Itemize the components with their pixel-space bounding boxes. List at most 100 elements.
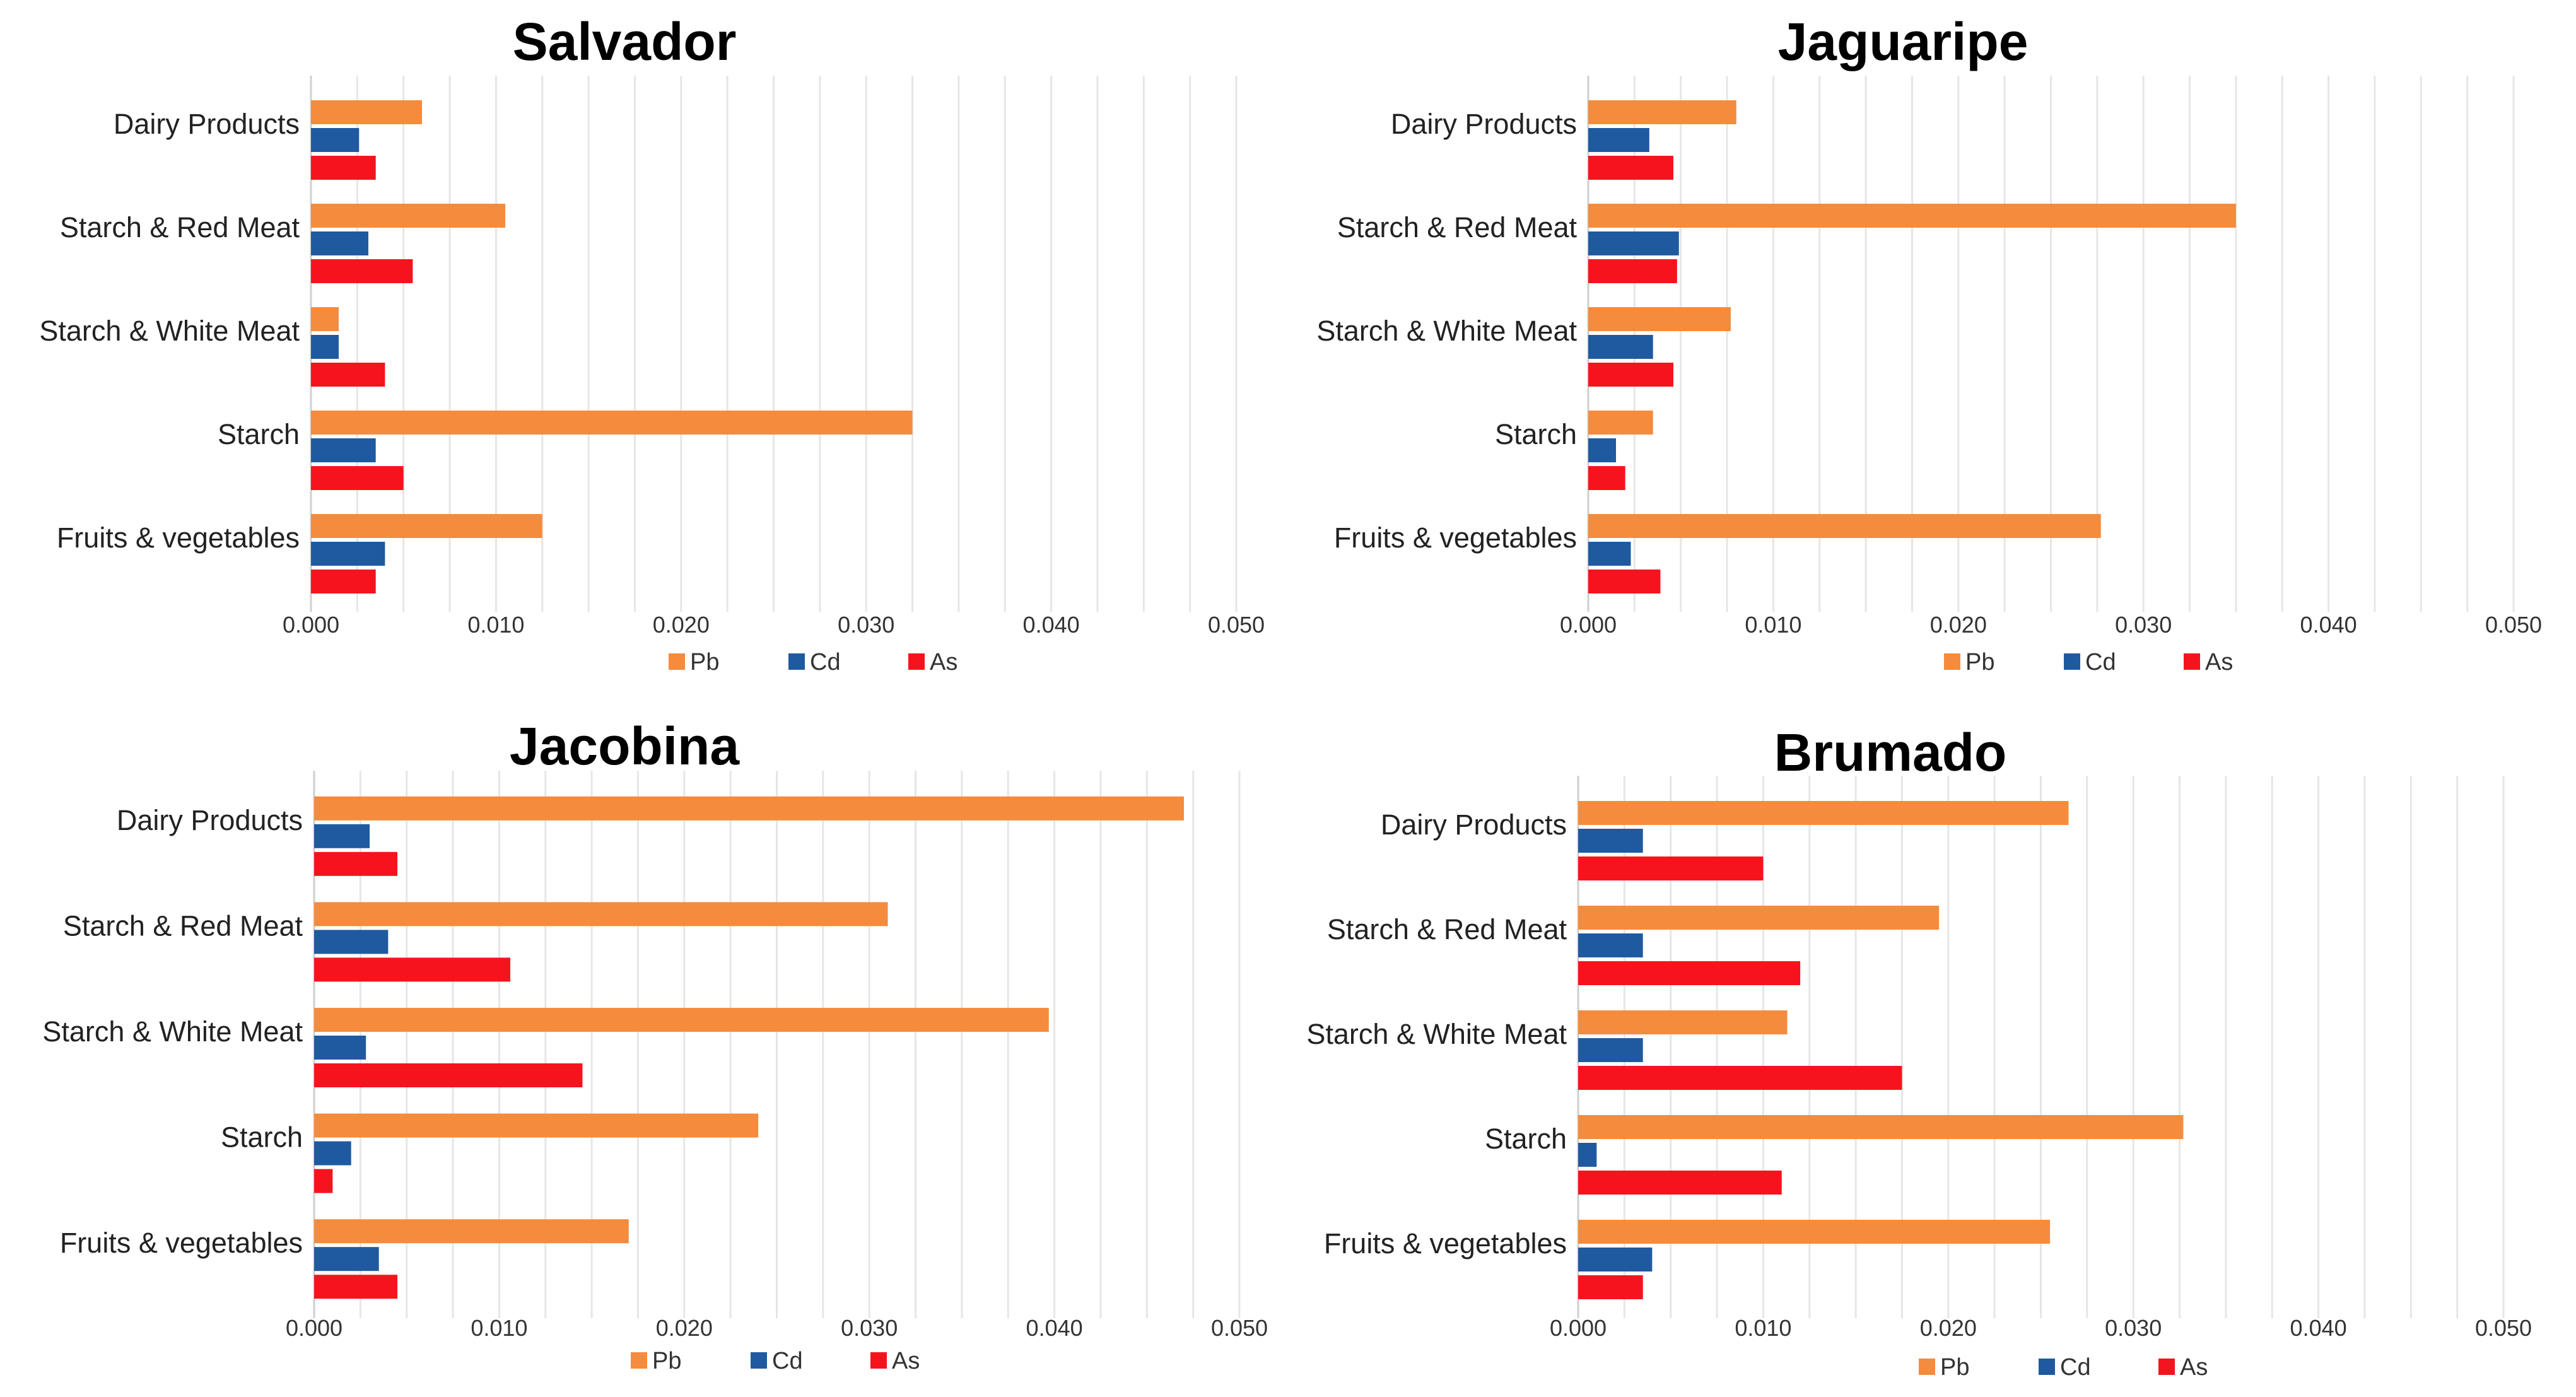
legend-label-as: As [930,649,957,675]
bar-pb [314,1113,759,1138]
bar-cd [1588,335,1653,359]
x-tick-label: 0.040 [1026,1315,1083,1341]
bar-cd [314,930,389,954]
bar-pb [1578,801,2069,825]
bar-cd [311,438,376,462]
bar-cd [1578,1248,1653,1271]
chart-title: Salvador [513,12,737,71]
bar-cd [1588,231,1679,255]
chart-panel-brumado: Brumado Dairy Products Starch & Red Meat St… [1288,698,2576,1397]
x-tick-label: 0.010 [1745,612,1801,638]
category-label: Fruits & vegetables [57,522,300,554]
category-label: Fruits & vegetables [1334,522,1577,554]
legend-swatch-pb [1944,653,1960,670]
bar-cd [314,1141,351,1166]
category-label: Fruits & vegetables [1324,1227,1567,1260]
category-label: Starch [221,1121,303,1154]
bar-as [311,570,376,593]
bar-as [314,1169,333,1193]
x-tick-label: 0.030 [838,612,894,638]
category-label: Dairy Products [1381,809,1567,841]
legend-swatch-as [2184,653,2200,670]
x-tick-label: 0.030 [2105,1315,2162,1341]
legend-label-as: As [2180,1354,2208,1381]
x-tick-label: 0.000 [1560,612,1617,638]
x-tick-label: 0.020 [653,612,710,638]
chart-title: Brumado [1774,723,2007,782]
bar-as [1578,1171,1782,1195]
x-tick-label: 0.010 [467,612,524,638]
legend-swatch-cd [751,1352,767,1369]
bar-as [1588,570,1661,593]
x-tick-label: 0.020 [656,1315,713,1341]
category-label: Starch [1485,1123,1567,1155]
x-tick-label: 0.000 [286,1315,342,1341]
bar-as [1578,1275,1643,1299]
x-tick-label: 0.000 [283,612,339,638]
category-label: Starch & Red Meat [60,211,300,243]
bar-cd [1578,1038,1643,1062]
category-label: Dairy Products [1391,108,1577,140]
legend-swatch-pb [1919,1359,1935,1375]
x-tick-label: 0.010 [1735,1315,1791,1341]
category-label: Starch [1495,418,1577,450]
bar-as [1578,856,1764,880]
bar-as [311,363,385,387]
bar-pb [314,1008,1049,1032]
x-tick-label: 0.050 [1208,612,1265,638]
legend-label-pb: Pb [690,649,719,675]
chart-title: Jaguaripe [1778,12,2029,71]
bar-pb [1588,100,1736,124]
category-label: Starch & White Meat [1316,315,1577,347]
bar-chart-jaguaripe: Jaguaripe Dairy Products Starch & Red Meat… [1316,12,2542,675]
x-tick-label: 0.040 [2300,612,2357,638]
category-label: Starch & White Meat [1306,1018,1567,1050]
legend-label-cd: Cd [2085,649,2116,675]
bar-as [314,1275,398,1299]
bar-cd [1578,1143,1597,1167]
category-label: Starch & White Meat [42,1015,303,1048]
bar-cd [1588,128,1649,152]
bar-pb [311,100,423,124]
chart-panel-jaguaripe: Jaguaripe Dairy Products Starch & Red Meat… [1288,0,2576,698]
bar-cd [311,542,385,566]
bar-as [1588,259,1677,283]
x-tick-label: 0.020 [1920,1315,1977,1341]
legend-label-pb: Pb [1940,1354,1969,1381]
legend-swatch-cd [2039,1359,2055,1375]
bar-pb [1588,411,1653,435]
bar-cd [1588,438,1617,462]
legend-swatch-pb [669,653,685,670]
category-label: Dairy Products [117,804,303,836]
x-tick-label: 0.020 [1930,612,1987,638]
x-tick-label: 0.050 [2485,612,2542,638]
bar-as [314,957,511,982]
bar-chart-brumado: Brumado Dairy Products Starch & Red Meat St… [1306,723,2532,1381]
bar-as [314,1063,583,1087]
bar-chart-jacobina: Jacobina Dairy Products Starch & Red Meat S… [42,716,1268,1374]
bar-cd [311,231,368,255]
bar-cd [1578,829,1643,853]
category-label: Starch & Red Meat [1327,913,1567,945]
legend-label-cd: Cd [2060,1354,2091,1381]
bar-pb [314,796,1184,821]
bar-pb [311,411,913,435]
bar-cd [314,824,370,848]
bar-chart-salvador: Salvador Dairy Products Starch & Red Meat S… [39,12,1265,675]
bar-pb [314,1219,629,1244]
x-tick-label: 0.050 [1211,1315,1268,1341]
category-label: Fruits & vegetables [60,1227,303,1259]
bar-pb [311,204,506,228]
legend-swatch-pb [631,1352,647,1369]
legend-label-as: As [892,1348,920,1374]
legend-label-cd: Cd [810,649,841,675]
legend-swatch-as [870,1352,887,1369]
bar-pb [1588,204,2236,228]
bar-as [311,259,413,283]
bar-as [1588,466,1625,490]
bar-cd [311,335,339,359]
bar-pb [1578,1115,2184,1139]
chart-panel-salvador: Salvador Dairy Products Starch & Red Meat S… [0,0,1288,698]
bar-pb [1588,514,2101,538]
bar-cd [1588,542,1631,566]
